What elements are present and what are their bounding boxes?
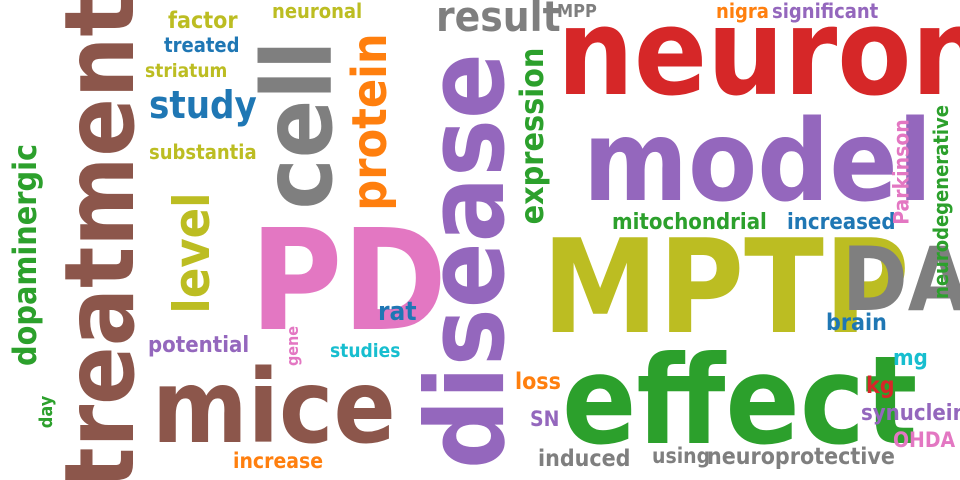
- word-increase: increase: [233, 449, 324, 473]
- word-neuroprotective: neuroprotective: [707, 444, 895, 470]
- word-disease: disease: [404, 53, 529, 469]
- word-effect: effect: [562, 330, 918, 472]
- word-studies: studies: [330, 340, 401, 362]
- word-loss: loss: [515, 369, 561, 395]
- word-pd: PD: [250, 200, 447, 363]
- word-neurodegenerative: neurodegenerative: [929, 105, 953, 299]
- word-mptp: MPTP: [542, 211, 910, 363]
- word-model: model: [583, 97, 933, 227]
- word-cell: cell: [242, 40, 354, 210]
- word-dopaminergic: dopaminergic: [6, 143, 44, 367]
- word-factor: factor: [168, 8, 238, 34]
- word-result: result: [436, 0, 561, 41]
- word-striatum: striatum: [145, 60, 228, 82]
- word-nigra: nigra: [716, 0, 769, 23]
- word-mg: mg: [893, 346, 928, 371]
- word-neuron: neuron: [557, 0, 960, 123]
- word-protein: protein: [342, 33, 398, 211]
- word-mpp: MPP: [557, 1, 597, 22]
- word-kg: kg: [866, 373, 895, 399]
- word-ohda: OHDA: [893, 428, 956, 452]
- word-mice: mice: [152, 348, 396, 467]
- word-gene: gene: [283, 325, 302, 367]
- word-using: using: [652, 444, 711, 468]
- word-study: study: [149, 83, 257, 127]
- word-expression: expression: [513, 47, 551, 225]
- word-treated: treated: [164, 33, 240, 57]
- word-brain: brain: [826, 310, 887, 336]
- word-day: day: [36, 395, 57, 429]
- word-mitochondrial: mitochondrial: [612, 210, 767, 235]
- word-sn: SN: [530, 407, 560, 431]
- word-synuclein: synuclein: [861, 401, 960, 426]
- word-neuronal: neuronal: [272, 0, 363, 23]
- word-treatment: treatment: [44, 0, 156, 480]
- word-substantia: substantia: [149, 140, 257, 164]
- word-level: level: [163, 192, 221, 314]
- word-parkinson: Parkinson: [889, 119, 914, 225]
- word-potential: potential: [148, 333, 250, 358]
- word-induced: induced: [538, 446, 631, 472]
- word-increased: increased: [787, 210, 896, 235]
- word-da: DA: [842, 228, 960, 331]
- word-significant: significant: [772, 0, 879, 23]
- word-rat: rat: [378, 297, 417, 327]
